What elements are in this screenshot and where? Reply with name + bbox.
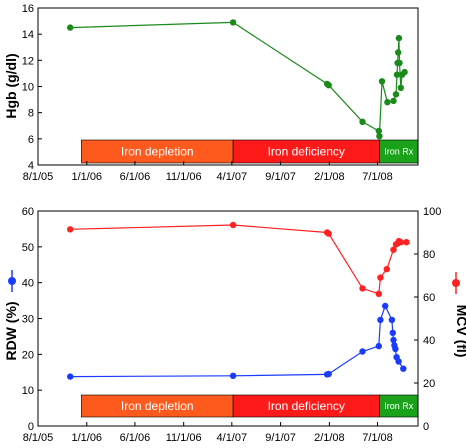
data-point bbox=[67, 373, 74, 380]
x-tick-label: 9/1/07 bbox=[265, 171, 296, 183]
data-point bbox=[375, 342, 382, 350]
x-tick-label: 8/1/05 bbox=[23, 432, 54, 444]
hgb-chart: Hgb (g/dl) Iron depletion Iron deficiency… bbox=[3, 3, 419, 183]
data-point bbox=[397, 239, 404, 246]
series-line-1 bbox=[70, 224, 407, 295]
data-point bbox=[325, 230, 332, 237]
y2-tick-label: 100 bbox=[423, 206, 441, 218]
y-tick-label: 10 bbox=[22, 385, 34, 397]
data-point bbox=[359, 118, 366, 126]
y-tick-label: 30 bbox=[22, 314, 34, 326]
x-tick-label: 6/1/06 bbox=[120, 171, 151, 183]
hgb-axis-title: Hgb (g/dl) bbox=[3, 53, 19, 118]
y-tick-label: 10 bbox=[22, 82, 34, 94]
data-point bbox=[377, 316, 384, 324]
phase-label: Iron depletion bbox=[121, 145, 194, 159]
data-point bbox=[375, 127, 382, 135]
y-tick-label: 12 bbox=[22, 55, 34, 67]
x-tick-label: 4/1/07 bbox=[217, 432, 248, 444]
rdw-legend-marker bbox=[8, 277, 16, 285]
data-point bbox=[229, 19, 237, 26]
x-tick-label: 7/1/08 bbox=[362, 432, 393, 444]
y-tick-label: 20 bbox=[22, 349, 34, 361]
phase-label: Iron depletion bbox=[121, 399, 194, 413]
phase-label: Iron deficiency bbox=[268, 145, 345, 159]
data-point bbox=[378, 78, 386, 85]
data-point bbox=[395, 358, 402, 365]
y-tick-label: 16 bbox=[22, 3, 34, 15]
data-point bbox=[388, 316, 396, 324]
series-line-0 bbox=[70, 21, 406, 137]
y2-tick-label: 40 bbox=[423, 335, 435, 347]
data-point bbox=[395, 49, 402, 56]
y2-tick-label: 80 bbox=[423, 249, 435, 261]
data-point bbox=[403, 239, 410, 246]
data-point bbox=[390, 246, 397, 253]
x-tick-label: 9/1/07 bbox=[265, 432, 296, 444]
x-tick-label: 2/1/08 bbox=[314, 432, 345, 444]
phase-label: Iron Rx bbox=[384, 401, 414, 411]
phase-label: Iron deficiency bbox=[268, 399, 345, 413]
phase-label: Iron Rx bbox=[384, 147, 414, 157]
y2-tick-label: 60 bbox=[423, 292, 435, 304]
data-point bbox=[359, 285, 366, 292]
x-tick-label: 4/1/07 bbox=[217, 171, 248, 183]
rdw-mcv-chart: RDW (%) MCV (fl) Iron depletion Iron defi… bbox=[3, 206, 466, 444]
x-tick-label: 1/1/06 bbox=[71, 432, 102, 444]
y-tick-label: 14 bbox=[22, 29, 34, 41]
data-point bbox=[325, 370, 332, 378]
data-point bbox=[384, 99, 391, 106]
y-tick-label: 0 bbox=[28, 421, 34, 433]
data-point bbox=[390, 336, 397, 344]
x-tick-label: 11/1/06 bbox=[166, 171, 202, 183]
x-tick-label: 1/1/06 bbox=[71, 171, 102, 183]
data-point bbox=[377, 274, 384, 281]
series-line-0 bbox=[70, 304, 404, 378]
data-point bbox=[400, 365, 407, 372]
data-point bbox=[397, 84, 404, 92]
data-point bbox=[396, 59, 403, 67]
data-point bbox=[383, 265, 390, 273]
x-tick-label: 11/1/06 bbox=[166, 432, 202, 444]
data-point bbox=[392, 91, 400, 98]
x-tick-label: 7/1/08 bbox=[362, 171, 393, 183]
y2-tick-label: 0 bbox=[423, 421, 429, 433]
data-point bbox=[67, 24, 74, 31]
data-point bbox=[375, 290, 382, 297]
x-tick-label: 6/1/06 bbox=[120, 432, 151, 444]
y2-tick-label: 20 bbox=[423, 378, 435, 390]
data-point bbox=[392, 345, 399, 353]
data-point bbox=[67, 226, 74, 233]
rdw-axis-title: RDW (%) bbox=[3, 301, 19, 360]
y-tick-label: 8 bbox=[28, 108, 34, 120]
data-point bbox=[389, 329, 396, 336]
x-tick-label: 2/1/08 bbox=[314, 171, 345, 183]
y-tick-label: 6 bbox=[28, 134, 34, 146]
data-point bbox=[229, 221, 237, 229]
plot-frame bbox=[37, 210, 419, 427]
x-tick-label: 8/1/05 bbox=[23, 171, 54, 183]
mcv-legend-marker bbox=[452, 279, 460, 287]
data-point bbox=[325, 82, 332, 89]
y-tick-label: 4 bbox=[28, 160, 34, 172]
data-point bbox=[401, 68, 408, 76]
y-tick-label: 60 bbox=[22, 206, 34, 218]
y-tick-label: 40 bbox=[22, 278, 34, 290]
data-point bbox=[393, 71, 401, 78]
data-point bbox=[229, 372, 237, 379]
data-point bbox=[359, 348, 366, 355]
data-point bbox=[376, 133, 383, 140]
data-point bbox=[390, 97, 397, 105]
data-point bbox=[395, 34, 403, 42]
data-point bbox=[382, 302, 389, 310]
mcv-axis-title: MCV (fl) bbox=[454, 305, 466, 358]
y-tick-label: 50 bbox=[22, 242, 34, 254]
